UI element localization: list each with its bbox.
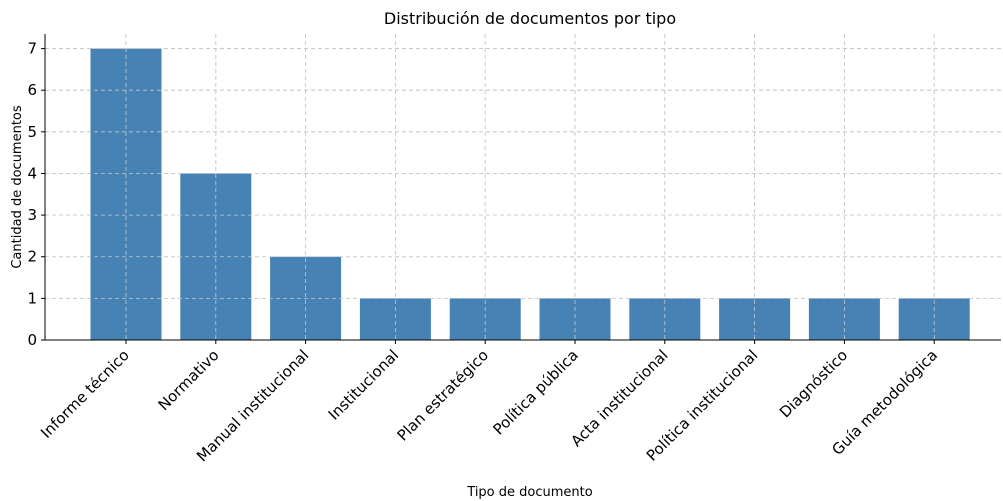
x-tick-label: Acta institucional: [567, 346, 671, 450]
y-tick-label: 6: [27, 81, 37, 99]
y-axis-label: Cantidad de documentos: [10, 105, 25, 269]
bar: [359, 298, 431, 340]
x-tick-label: Plan estratégico: [394, 346, 492, 444]
y-tick-label: 5: [27, 123, 37, 141]
x-tick-label: Informe técnico: [37, 346, 133, 442]
y-tick-label: 0: [27, 331, 37, 349]
y-tick-label: 7: [27, 40, 37, 58]
chart-title: Distribución de documentos por tipo: [384, 9, 676, 28]
y-tick-label: 3: [27, 206, 37, 224]
y-ticks: 0 1 2 3 4 5 6 7: [27, 40, 45, 349]
x-tick-label: Normativo: [155, 346, 223, 414]
x-axis-label: Tipo de documento: [466, 485, 592, 500]
x-tick-label: Institucional: [325, 346, 403, 424]
bar: [539, 298, 611, 340]
y-tick-label: 4: [27, 164, 37, 182]
bar: [449, 298, 521, 340]
bar: [808, 298, 880, 340]
y-tick-label: 1: [27, 289, 37, 307]
axes: [44, 34, 1001, 341]
bars: [45, 34, 1001, 340]
x-tick-label: Política pública: [489, 346, 581, 438]
bar: [898, 298, 970, 340]
y-tick-label: 2: [27, 248, 37, 266]
bar: [629, 298, 701, 340]
bar: [719, 298, 791, 340]
x-tick-label: Diagnóstico: [776, 346, 851, 421]
